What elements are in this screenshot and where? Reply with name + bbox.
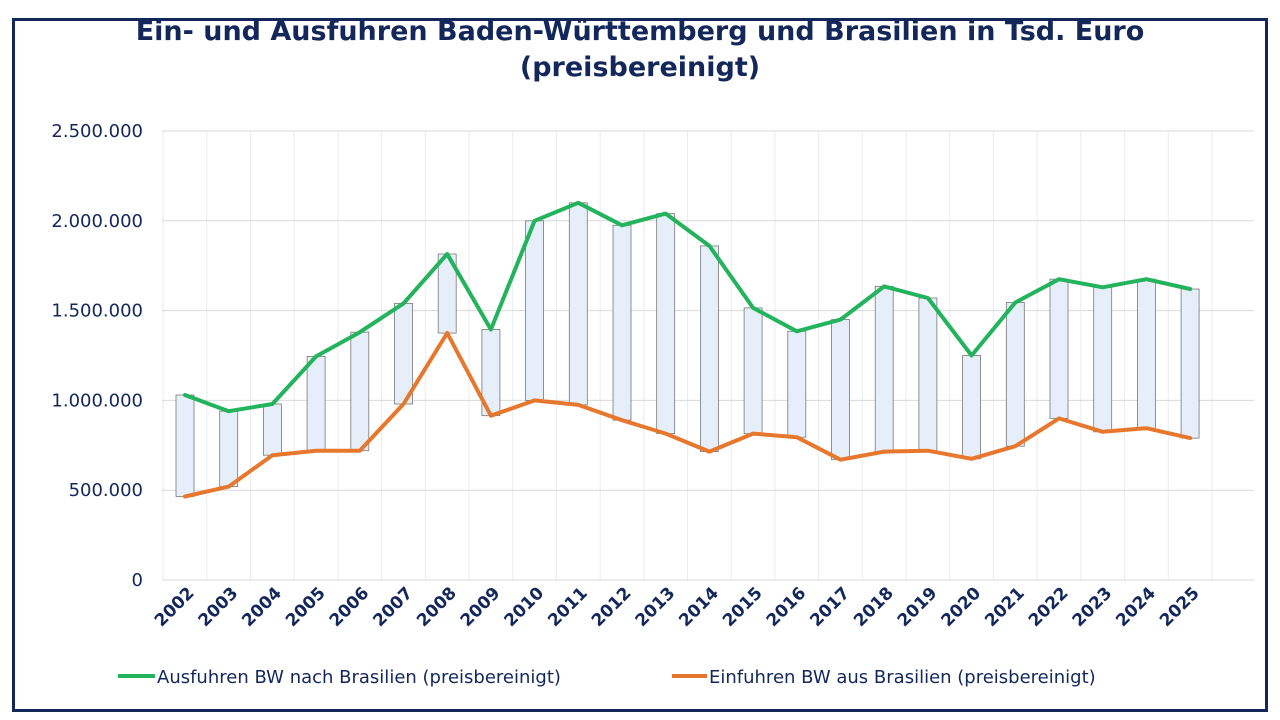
range-bar <box>175 394 195 497</box>
y-tick-label: 2.000.000 <box>51 211 143 232</box>
x-tick-label: 2010 <box>501 583 549 631</box>
x-tick-label: 2018 <box>850 583 898 631</box>
x-tick-label: 2019 <box>894 583 942 631</box>
legend-label: Ausfuhren BW nach Brasilien (preisberein… <box>157 667 561 688</box>
range-bar <box>612 224 632 421</box>
range-bar <box>1093 286 1113 433</box>
import-series-line <box>183 331 1193 499</box>
x-tick-label: 2014 <box>675 583 723 631</box>
range-bar <box>918 297 938 452</box>
range-bar <box>568 202 588 406</box>
range-bar <box>700 245 719 452</box>
chart-title-line1: Ein- und Ausfuhren Baden-Württemberg und… <box>135 16 1145 47</box>
chart-title-line2: (preisbereinigt) <box>519 52 761 83</box>
x-tick-label: 2015 <box>719 583 767 631</box>
x-tick-label: 2011 <box>544 583 592 631</box>
x-tick-label: 2021 <box>981 583 1029 631</box>
y-tick-label: 500.000 <box>69 480 143 501</box>
x-tick-label: 2016 <box>763 583 811 631</box>
x-tick-label: 2013 <box>632 583 680 631</box>
chart-title: Ein- und Ausfuhren Baden-Württemberg und… <box>0 14 1280 86</box>
x-tick-label: 2003 <box>195 583 243 631</box>
x-tick-label: 2022 <box>1025 583 1073 631</box>
range-bar <box>350 331 370 452</box>
legend-label: Einfuhren BW aus Brasilien (preisbereini… <box>709 667 1096 688</box>
x-tick-label: 2012 <box>588 583 636 631</box>
x-tick-label: 2004 <box>238 583 286 631</box>
range-bar <box>1005 302 1025 447</box>
range-bar <box>1137 278 1156 429</box>
range-bar <box>743 307 763 435</box>
x-tick-label: 2002 <box>151 583 199 631</box>
x-tick-label: 2024 <box>1112 583 1160 631</box>
x-tick-label: 2017 <box>806 583 854 631</box>
range-bar <box>874 285 894 452</box>
range-bar <box>1049 278 1069 419</box>
range-bar <box>262 403 282 456</box>
y-tick-label: 1.500.000 <box>51 301 143 322</box>
range-bar <box>962 355 981 460</box>
y-tick-label: 2.500.000 <box>51 121 143 142</box>
range-bar <box>219 410 239 488</box>
x-tick-label: 2020 <box>938 583 986 631</box>
x-tick-label: 2007 <box>369 583 417 631</box>
range-bar <box>656 213 676 435</box>
x-tick-label: 2006 <box>326 583 374 631</box>
x-tick-label: 2025 <box>1156 583 1204 631</box>
export-series-line <box>183 200 1193 414</box>
y-tick-label: 0 <box>132 570 143 591</box>
range-bar <box>394 303 413 405</box>
x-tick-label: 2005 <box>282 583 330 631</box>
x-tick-label: 2008 <box>413 583 461 631</box>
range-bar <box>1180 288 1200 439</box>
range-bar <box>787 330 807 438</box>
range-bar <box>525 220 544 401</box>
x-tick-label: 2023 <box>1069 583 1117 631</box>
x-tick-label: 2009 <box>457 583 505 631</box>
range-bar <box>831 319 850 461</box>
range-bar <box>306 355 326 452</box>
y-tick-label: 1.000.000 <box>51 390 143 411</box>
